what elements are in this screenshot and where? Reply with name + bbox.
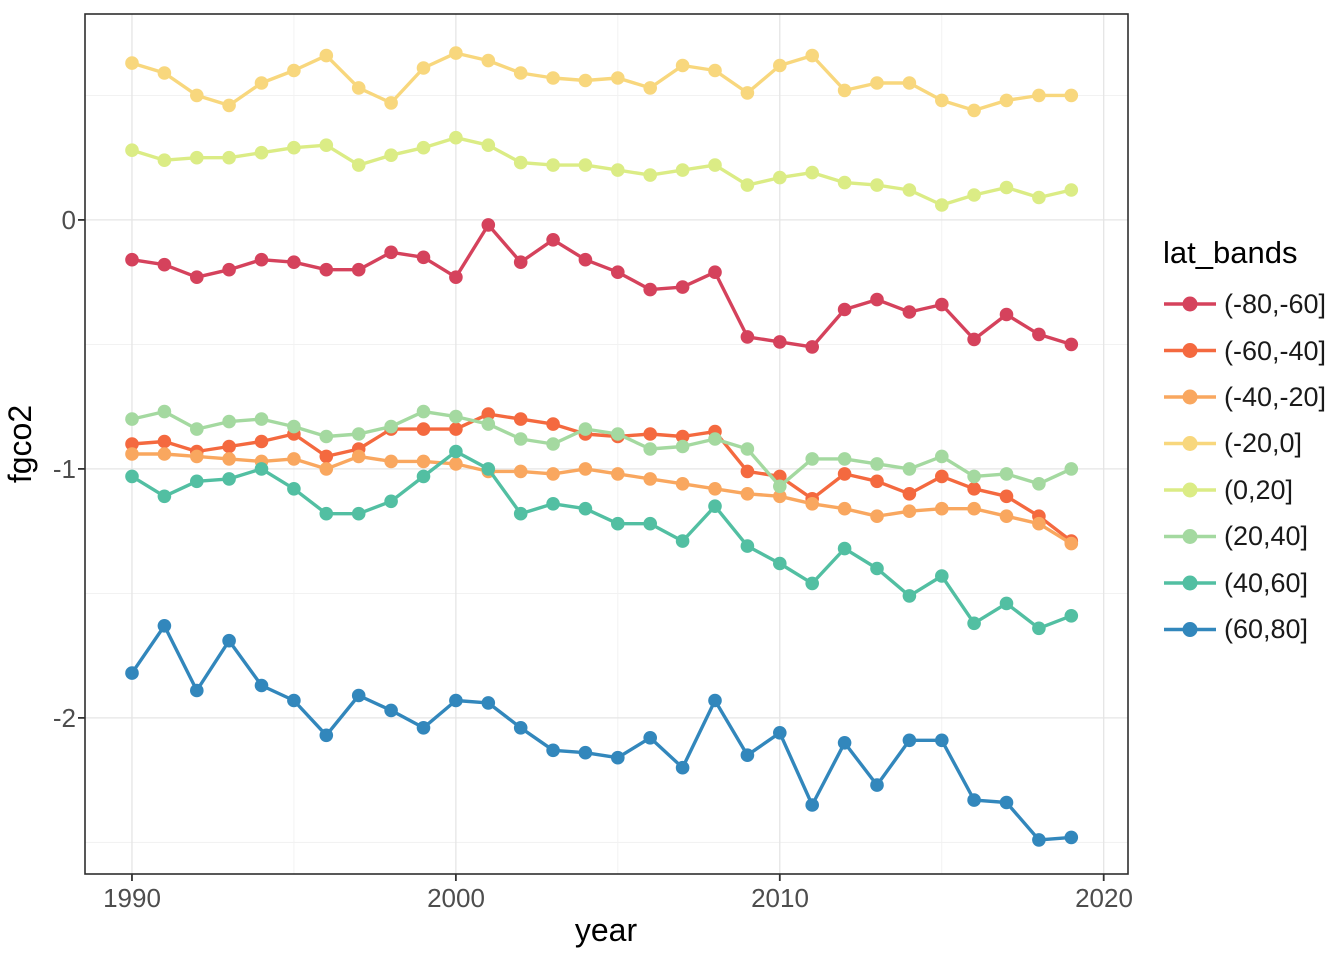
y-tick-label-0: 0: [62, 205, 76, 235]
legend-label-7: (60,80]: [1224, 614, 1308, 644]
legend-key-(-60,-40]: [1164, 343, 1216, 358]
series-(20,40]: [125, 404, 1079, 494]
legend-key-(-80,-60]: [1164, 296, 1216, 312]
series-(-20,0]: [125, 46, 1079, 118]
legend-label-0: (-80,-60]: [1224, 289, 1326, 319]
legend-label-6: (40,60]: [1224, 568, 1308, 598]
legend-title: lat_bands: [1163, 235, 1297, 270]
series-(-60,-40]: [125, 407, 1079, 548]
legend-label-2: (-40,-20]: [1224, 382, 1326, 412]
series-(-80,-60]: [125, 218, 1079, 354]
y-axis-title: fgco2: [2, 405, 38, 483]
legend-label-5: (20,40]: [1224, 521, 1308, 551]
x-tick-label-1990: 1990: [103, 883, 161, 913]
axis-ticks: [78, 219, 1105, 881]
legend-label-4: (0,20]: [1224, 475, 1293, 505]
plot-panel-border: [84, 13, 1129, 875]
legend-label-1: (-60,-40]: [1224, 336, 1326, 366]
series-(0,20]: [125, 130, 1079, 212]
legend-key-(0,20]: [1164, 482, 1216, 498]
series-(60,80]: [125, 619, 1079, 847]
legend-keys: [1164, 296, 1216, 637]
y-tick-label-m1: -1: [53, 454, 76, 484]
y-tick-label-m2: -2: [53, 703, 76, 733]
x-tick-label-2000: 2000: [427, 883, 485, 913]
x-tick-label-2010: 2010: [751, 883, 809, 913]
x-tick-label-2020: 2020: [1075, 883, 1133, 913]
legend-key-(-20,0]: [1164, 436, 1216, 451]
legend-key-(60,80]: [1164, 622, 1216, 637]
legend-key-(-40,-20]: [1164, 389, 1216, 405]
series-(40,60]: [125, 444, 1079, 636]
data-series: [125, 46, 1079, 847]
legend-key-(40,60]: [1164, 575, 1216, 591]
x-axis-title: year: [575, 912, 638, 948]
legend-key-(20,40]: [1164, 529, 1216, 544]
legend-label-3: (-20,0]: [1224, 428, 1302, 458]
series-(-40,-20]: [125, 447, 1079, 551]
legend: lat_bands (-80,-60] (-60,-40] (-40,-20] …: [1163, 235, 1326, 644]
